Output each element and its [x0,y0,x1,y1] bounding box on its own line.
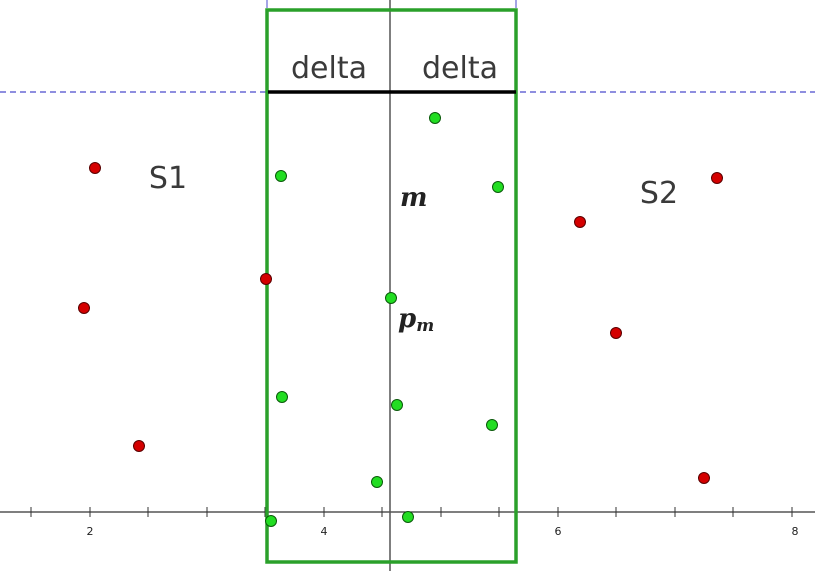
red-point [89,162,101,174]
red-point [610,327,622,339]
red-point [260,273,272,285]
green-point [265,515,277,527]
set-s2-label: S2 [640,176,678,211]
delta-left-label: delta [291,51,367,86]
tick-label-8: 8 [792,525,799,538]
green-point [276,391,288,403]
tick-label-2: 2 [87,525,94,538]
delta-strip [265,8,518,564]
red-points [78,162,723,484]
delta-right-label: delta [422,51,498,86]
green-point [275,170,287,182]
red-point [711,172,723,184]
green-point [429,112,441,124]
x-axis-ticks [30,507,793,517]
green-point [492,181,504,193]
green-point [486,419,498,431]
red-point [78,302,90,314]
green-point-pm [385,292,397,304]
green-points [265,112,504,527]
red-point [574,216,586,228]
set-s1-label: S1 [149,161,187,196]
tick-label-4: 4 [321,525,328,538]
point-pm-label: pm [398,304,434,336]
green-point [371,476,383,488]
green-point [402,511,414,523]
tick-label-6: 6 [555,525,562,538]
red-point [698,472,710,484]
red-point [133,440,145,452]
median-m-label: m [400,183,428,213]
green-point [391,399,403,411]
